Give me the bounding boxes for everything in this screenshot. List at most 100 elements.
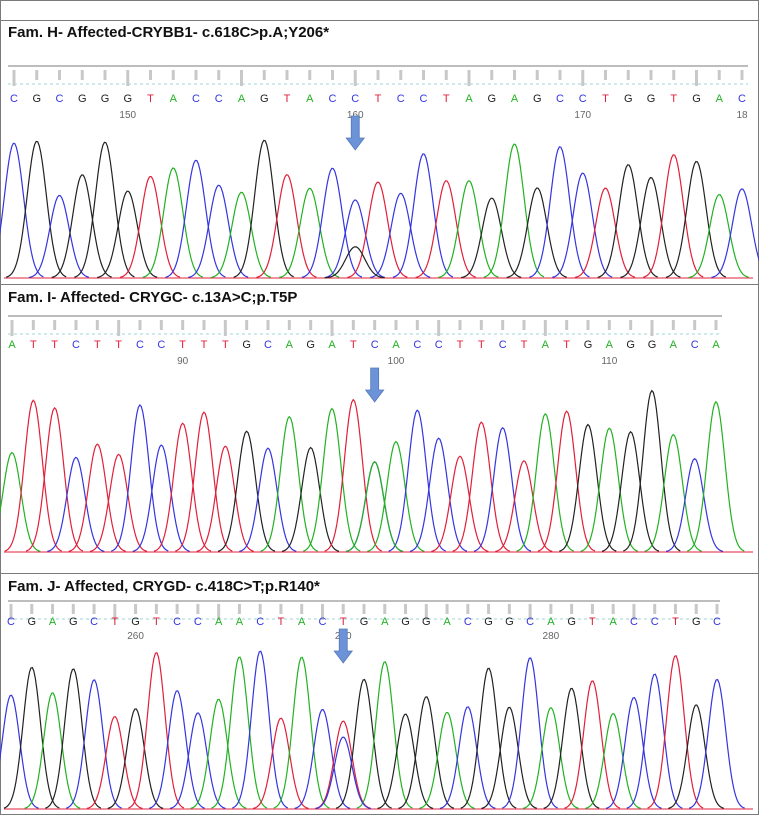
ruler-tick xyxy=(673,604,677,614)
base-call-letter: A xyxy=(328,339,336,351)
ruler-tick xyxy=(181,320,185,330)
trace-peak xyxy=(501,657,558,809)
base-call-letter: C xyxy=(329,93,337,105)
ruler-tick xyxy=(159,320,163,330)
trace-peak xyxy=(303,407,361,552)
trace-peak xyxy=(256,174,317,278)
ruler-tick xyxy=(134,604,138,614)
ruler-tick xyxy=(629,320,633,330)
ruler-tick xyxy=(581,70,585,86)
ruler-tick xyxy=(330,320,334,336)
base-call-letter: C xyxy=(371,339,379,351)
base-call-letter: C xyxy=(556,93,564,105)
ruler-tick xyxy=(383,604,387,614)
base-call-letter: A xyxy=(610,616,618,628)
base-call-letter: C xyxy=(215,93,223,105)
ruler-tick xyxy=(266,320,270,330)
trace-peak xyxy=(68,443,126,552)
position-number: 18 xyxy=(736,110,748,121)
ruler-tick xyxy=(154,604,158,614)
ruler-tick xyxy=(341,604,345,614)
base-call-letter: T xyxy=(179,339,186,351)
ruler-tick xyxy=(12,70,16,86)
base-call-letter: T xyxy=(375,93,382,105)
ruler-tick xyxy=(113,604,117,620)
trace-peak xyxy=(260,415,318,552)
ruler-tick xyxy=(126,70,130,86)
base-call-letter: C xyxy=(579,93,587,105)
ruler-tick xyxy=(445,604,449,614)
ruler-tick xyxy=(650,320,654,336)
base-call-letter: G xyxy=(624,93,633,105)
base-call-letter: A xyxy=(381,616,389,628)
trace-peak xyxy=(574,187,636,279)
divider-line xyxy=(0,573,759,574)
base-call-letter: C xyxy=(691,339,699,351)
trace-peak xyxy=(239,447,297,552)
trace-peak xyxy=(388,409,446,552)
ruler-tick xyxy=(9,604,13,620)
base-call-letter: T xyxy=(443,93,450,105)
ruler-tick xyxy=(217,604,221,620)
ruler-tick xyxy=(175,604,179,614)
base-call-letter: C xyxy=(72,339,80,351)
base-call-letter: T xyxy=(563,339,570,351)
trace-peak xyxy=(398,696,455,809)
trace-peak xyxy=(4,399,62,552)
ruler-tick xyxy=(466,604,470,614)
trace-peak xyxy=(585,713,641,809)
trace-peak xyxy=(324,199,385,279)
ruler-tick xyxy=(51,604,55,614)
trace-peak xyxy=(132,444,190,552)
ruler-tick xyxy=(194,70,198,80)
trace-peak xyxy=(153,422,212,552)
ruler-tick xyxy=(671,320,675,330)
base-call-letter: A xyxy=(215,616,223,628)
ruler-tick xyxy=(300,604,304,614)
ruler-tick xyxy=(217,70,221,80)
trace-peak xyxy=(107,708,164,809)
base-call-letter: C xyxy=(194,616,202,628)
trace-peak xyxy=(644,433,702,552)
trace-peak xyxy=(315,720,371,810)
ruler-tick xyxy=(71,604,75,614)
ruler-tick xyxy=(399,70,403,80)
ruler-tick xyxy=(171,70,175,80)
trace-peak xyxy=(620,176,681,278)
ruler-tick xyxy=(35,70,39,80)
base-call-letter: G xyxy=(306,339,315,351)
base-call-letter: C xyxy=(56,93,64,105)
trace-peak xyxy=(377,713,434,809)
trace-peak xyxy=(232,650,289,809)
base-call-letter: G xyxy=(242,339,251,351)
ruler-tick xyxy=(138,320,142,330)
ruler-tick xyxy=(507,604,511,614)
base-call-letter: C xyxy=(90,616,98,628)
base-call-letter: T xyxy=(602,93,609,105)
trace-peak xyxy=(324,398,382,552)
base-call-letter: T xyxy=(589,616,596,628)
mutation-arrow-icon xyxy=(333,628,354,664)
trace-peak xyxy=(559,423,617,552)
base-call-letter: G xyxy=(69,616,78,628)
base-call-letter: C xyxy=(420,93,428,105)
base-call-letter: C xyxy=(630,616,638,628)
trace-peak xyxy=(370,192,431,279)
base-call-letter: C xyxy=(713,616,721,628)
base-call-letter: G xyxy=(260,93,269,105)
trace-peak xyxy=(668,704,724,809)
ruler-tick xyxy=(543,320,547,336)
trace-peak xyxy=(210,191,272,279)
trace-peak xyxy=(97,190,158,279)
base-call-letter: A xyxy=(392,339,400,351)
base-call-letter: A xyxy=(547,616,555,628)
ruler-tick xyxy=(424,604,428,620)
base-call-letter: T xyxy=(94,339,101,351)
trace-peak xyxy=(347,181,408,278)
ruler-tick xyxy=(715,604,719,614)
trace-peak xyxy=(452,421,510,552)
trace-peak xyxy=(301,167,363,278)
ruler-tick xyxy=(632,604,636,620)
trace-peak xyxy=(3,666,60,809)
base-call-letter: A xyxy=(670,339,678,351)
